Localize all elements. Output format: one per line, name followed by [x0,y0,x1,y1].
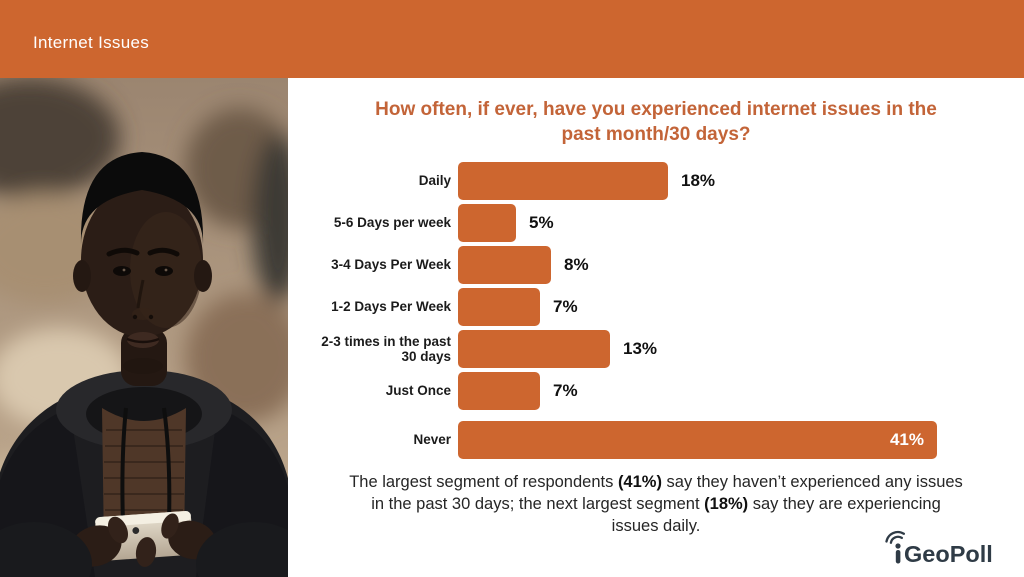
bar-2 [458,204,516,243]
category-label: 2-3 times in the past 30 days [321,333,451,365]
category-label: Daily [418,173,451,189]
category-label: Just Once [385,383,451,399]
bar-1 [458,162,668,201]
bar-track: 7% [458,288,1024,327]
slide-title: Internet Issues [33,33,150,52]
value-label: 41% [889,430,924,450]
caption-segment: The largest segment of respondents [349,473,618,492]
main-content: How often, if ever, have you experienced… [288,78,1024,577]
value-label: 18% [681,171,716,191]
signal-antenna-icon [885,530,905,564]
caption-segment: say they haven’t experienced any issues … [371,473,963,514]
category-label: 3-4 Days Per Week [331,257,451,273]
logo-text: GeoPoll [904,541,993,567]
header-bar: Internet Issues [0,0,1024,78]
bar-5 [458,330,610,369]
chart-row-2: 5-6 Days per week 5% [318,204,1024,243]
bar-track: 13% [458,330,1024,369]
photo-young-man-with-phone [0,78,288,577]
chart-row-4: 1-2 Days Per Week 7% [318,288,1024,327]
category-label: Never [413,432,451,448]
chart-row-7: Never 41% [318,421,1024,460]
category-label: 1-2 Days Per Week [331,299,451,315]
bar-chart: Daily 18% 5-6 Days per week 5% 3-4 Days Per … [318,162,1024,460]
chart-title: How often, if ever, have you experienced… [375,99,937,146]
bar-4 [458,288,540,327]
photo-illustration [0,78,288,577]
geopoll-logo-image: GeoPoll [885,530,993,567]
value-label: 8% [564,255,589,275]
bar-track: 7% [458,372,1024,411]
caption-segment: say they are experiencing issues daily. [611,495,941,536]
bar-track: 18% [458,162,1024,201]
caption-bold-segment: (18%) [704,495,749,514]
chart-row-6: Just Once 7% [318,372,1024,411]
bar-3 [458,246,551,285]
value-label: 5% [529,213,554,233]
chart-caption: The largest segment of respondents (41%)… [349,472,963,538]
chart-row-3: 3-4 Days Per Week 8% [318,246,1024,285]
bar-7: 41% [458,421,937,460]
bar-track: 41% [458,421,1024,460]
bar-6 [458,372,540,411]
caption-bold-segment: (41%) [617,473,662,492]
value-label: 7% [553,381,578,401]
value-label: 13% [623,339,658,359]
bar-track: 8% [458,246,1024,285]
chart-row-5: 2-3 times in the past 30 days 13% [318,330,1024,369]
bar-track: 5% [458,204,1024,243]
geopoll-logo: GeoPoll [883,527,1011,572]
value-label: 7% [553,297,578,317]
category-label: 5-6 Days per week [333,215,451,231]
chart-row-1: Daily 18% [318,162,1024,201]
